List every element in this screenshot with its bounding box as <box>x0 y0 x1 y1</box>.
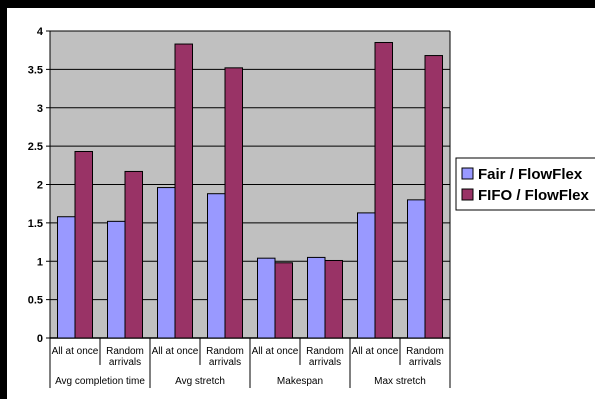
category-label: Random <box>206 346 244 357</box>
bar-fair <box>307 256 326 339</box>
group-label: Avg completion time <box>55 376 145 387</box>
bar-fair <box>407 199 426 339</box>
bar-fifo <box>74 150 93 339</box>
bar-fifo <box>124 170 143 339</box>
bar-fifo <box>224 67 243 339</box>
category-label: Random <box>106 346 144 357</box>
category-label: Random <box>306 346 344 357</box>
category-label: arrivals <box>309 357 341 368</box>
y-tick-label: 3.5 <box>28 64 43 76</box>
y-tick-label: 3 <box>37 103 43 115</box>
y-tick-label: 1.5 <box>28 218 43 230</box>
category-label: All at once <box>352 346 399 357</box>
bar-fair <box>207 193 226 339</box>
group-label: Avg stretch <box>175 376 225 387</box>
bar-fair <box>57 216 76 339</box>
y-tick-label: 4 <box>37 26 44 38</box>
category-label: All at once <box>52 346 99 357</box>
bar-fair <box>107 220 126 339</box>
legend-swatch <box>461 167 474 180</box>
bar-fair <box>157 187 176 339</box>
bar-fifo <box>424 55 443 339</box>
group-label: Max stretch <box>374 376 426 387</box>
category-label: All at once <box>152 346 199 357</box>
category-label: Random <box>406 346 444 357</box>
y-tick-label: 0 <box>37 333 43 345</box>
chart-frame: 0 0.5 1 1.5 2 2.5 3 3.5 4 All at once Random arriva… <box>7 8 595 399</box>
legend <box>455 157 595 211</box>
y-tick-label: 2.5 <box>28 141 43 153</box>
y-tick-label: 0.5 <box>28 295 43 307</box>
bar-fair <box>357 212 376 339</box>
y-tick-label: 1 <box>37 256 43 268</box>
legend-swatch <box>461 188 474 201</box>
bar-fifo <box>374 42 393 339</box>
category-label: arrivals <box>209 357 241 368</box>
legend-label: FIFO / FlowFlex <box>478 187 589 204</box>
bar-fifo <box>274 262 293 339</box>
category-label: arrivals <box>409 357 441 368</box>
bar-fifo <box>324 259 343 339</box>
category-label: arrivals <box>109 357 141 368</box>
y-tick-label: 2 <box>37 180 43 192</box>
bar-fifo <box>174 43 193 339</box>
category-label: All at once <box>252 346 299 357</box>
group-label: Makespan <box>277 376 323 387</box>
bar-fair <box>257 257 276 339</box>
legend-label: Fair / FlowFlex <box>478 166 583 183</box>
